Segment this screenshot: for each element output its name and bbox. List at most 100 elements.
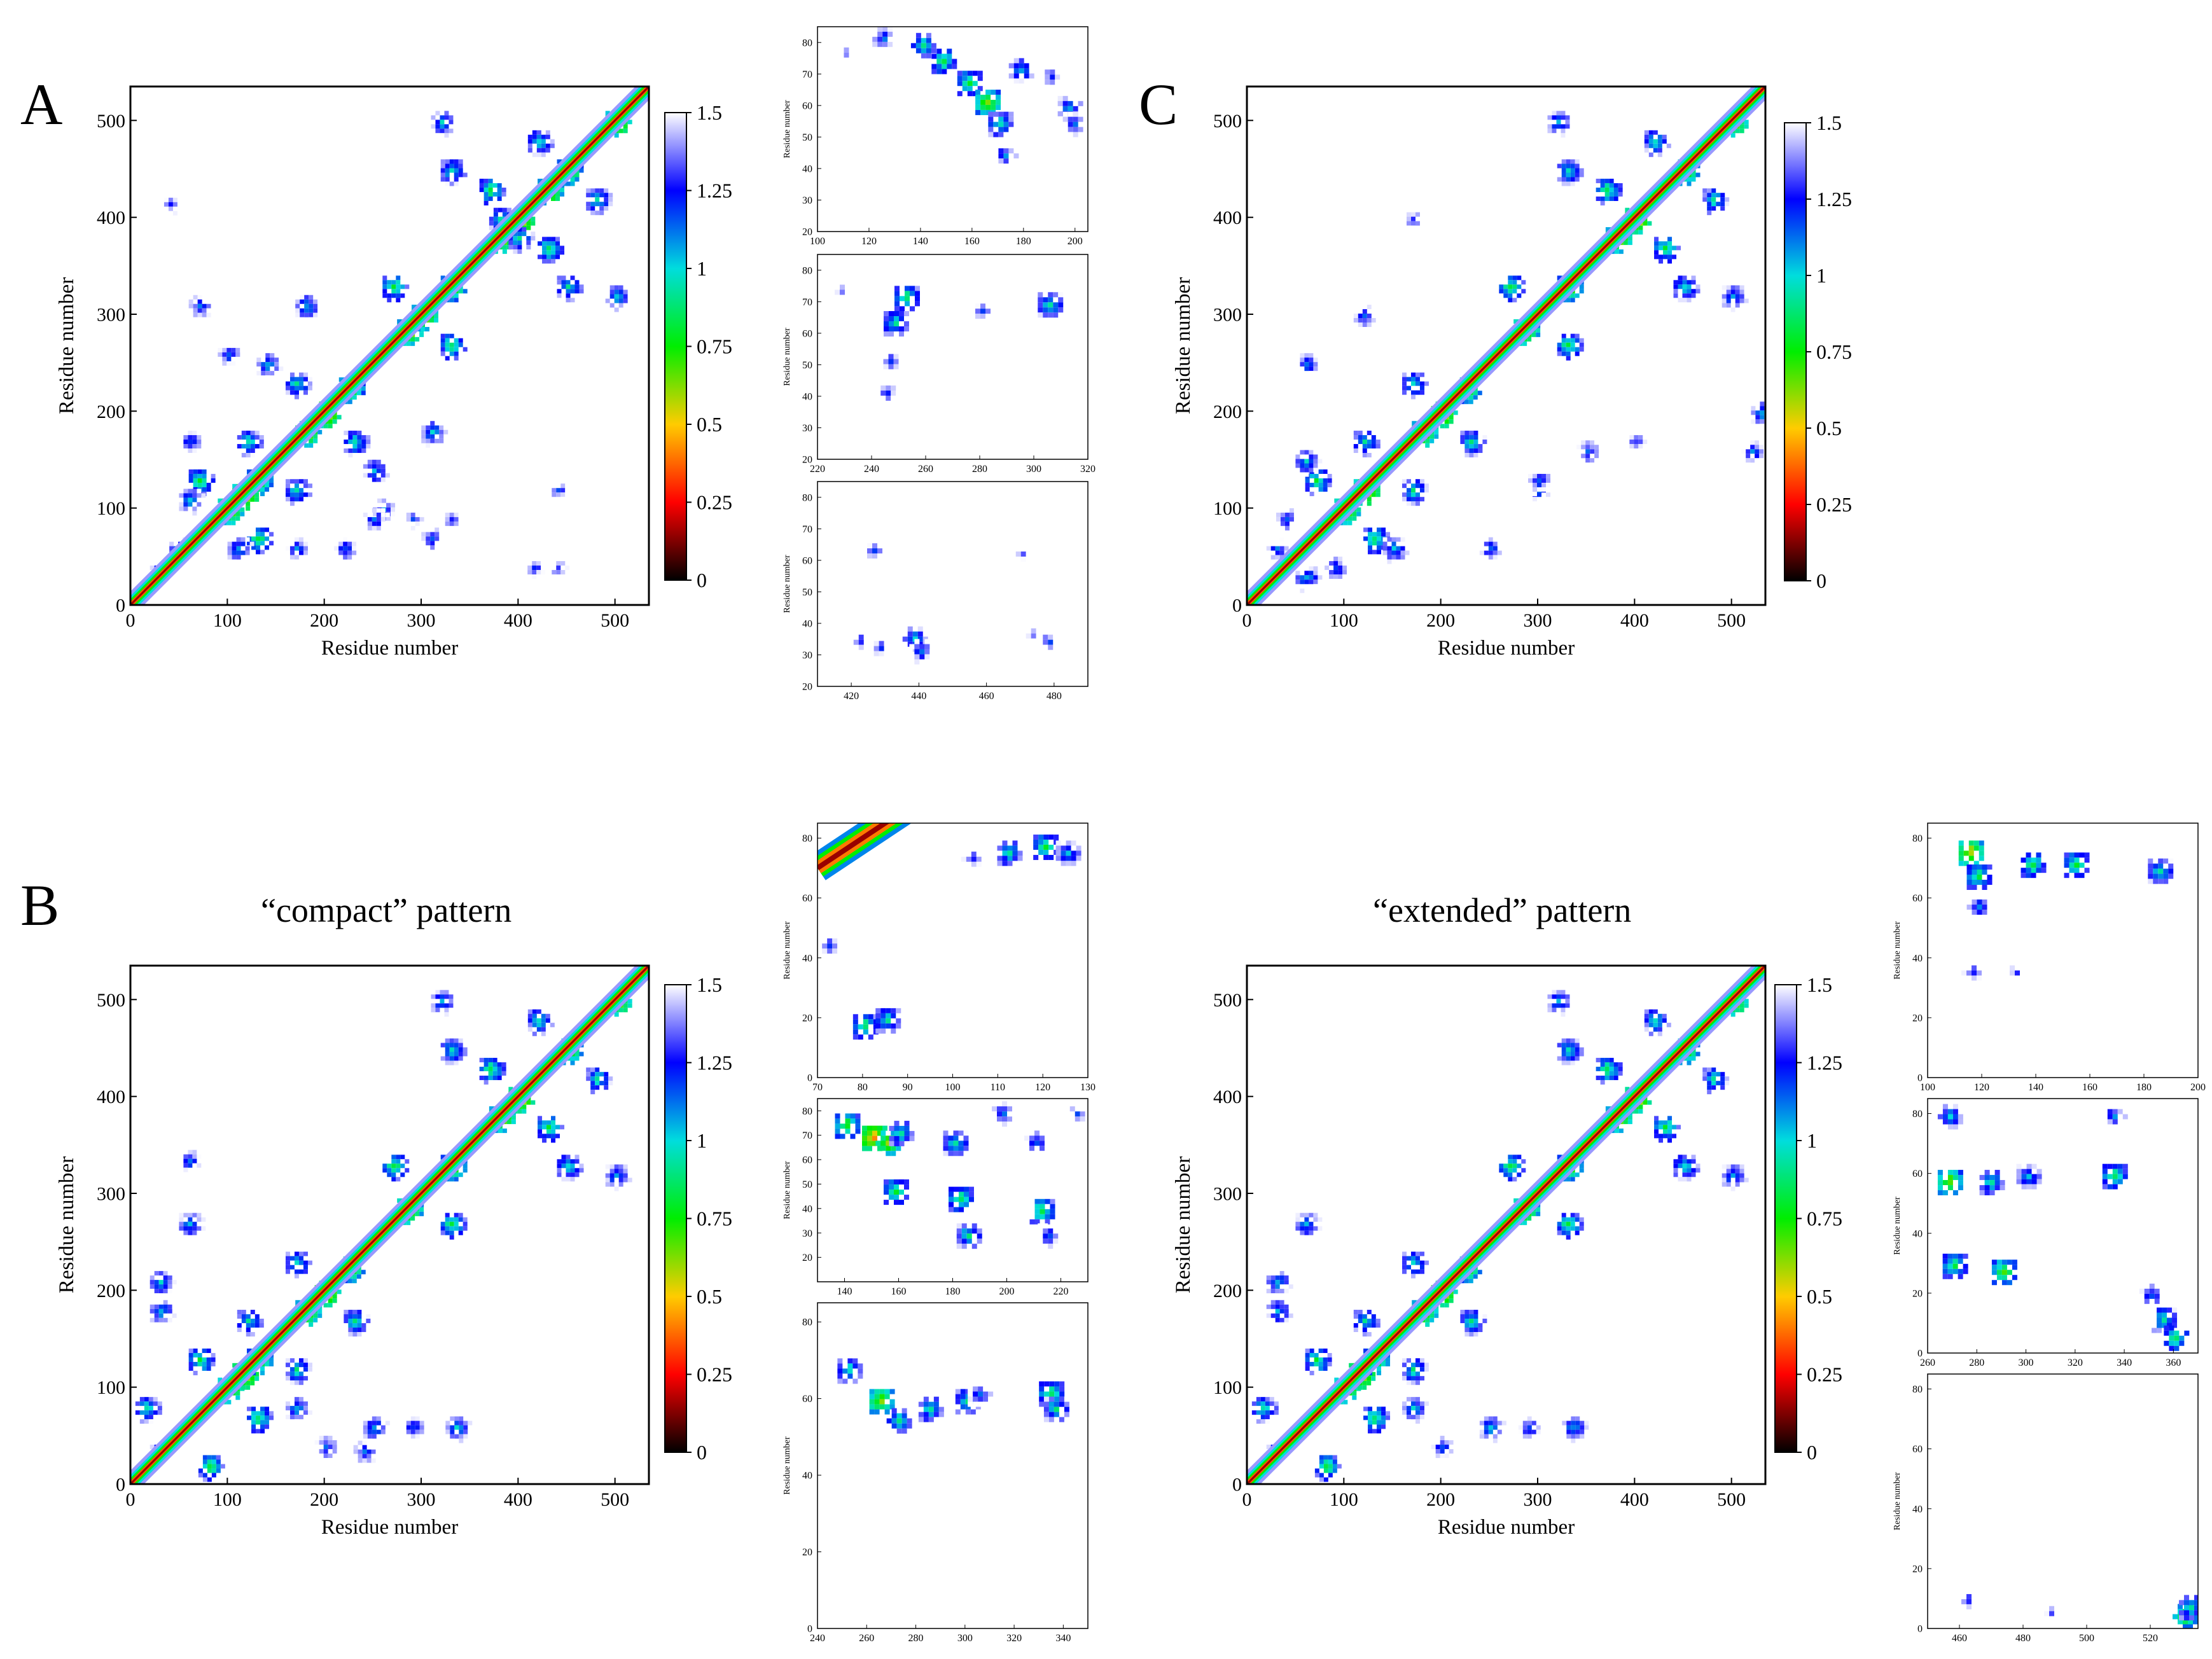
y-tick-label: 70 <box>802 524 812 535</box>
contact-blob <box>1654 237 1681 264</box>
contact-blob <box>1479 1416 1506 1443</box>
y-axis-label: Residue number <box>1893 1472 1902 1531</box>
x-tick-label: 140 <box>2028 1082 2043 1093</box>
contact-blob <box>1979 1170 2005 1196</box>
contact-blob <box>237 1310 264 1337</box>
diagonal-layer <box>130 966 649 1484</box>
plot-area <box>817 482 1088 686</box>
x-tick-label: 220 <box>1054 1286 1069 1297</box>
y-tick-label: 300 <box>1213 1183 1242 1204</box>
contact-blob <box>1956 1588 1982 1614</box>
contact-blob <box>1062 111 1088 137</box>
contact-blob <box>837 1358 863 1384</box>
contact-blob <box>179 431 206 458</box>
contact-blob <box>1562 1416 1589 1443</box>
contact-blob <box>2064 852 2090 878</box>
contact-blob <box>1382 537 1410 564</box>
chart-a-zoom2: 220 240 260 280 300 320 20 30 40 50 60 70 80 Residue … <box>783 254 1096 475</box>
y-tick-label: 80 <box>1912 1384 1923 1395</box>
x-tick-label: 340 <box>1055 1633 1071 1644</box>
contact-blob <box>401 1416 429 1443</box>
contact-blob <box>256 353 284 380</box>
panel-label-b: B <box>20 873 60 938</box>
contact-blob <box>1305 1348 1332 1375</box>
contact-blob <box>1518 1416 1545 1443</box>
y-axis-label: Residue number <box>783 328 792 386</box>
colorbar-tick-label: 1 <box>1816 264 1826 287</box>
contact-blob <box>1314 1455 1342 1482</box>
diagonal-band <box>130 87 649 605</box>
contact-blob <box>1266 1300 1293 1327</box>
contact-blob <box>1276 508 1303 535</box>
contact-blob <box>1625 431 1652 458</box>
x-tick-label: 140 <box>837 1286 852 1297</box>
contact-blob <box>1528 469 1555 496</box>
colorbar-tick-label: 0 <box>697 569 707 592</box>
y-axis-label: Residue number <box>1172 277 1195 414</box>
plot-frame <box>129 85 650 606</box>
x-tick-label: 400 <box>504 1489 532 1510</box>
x-tick-label: 120 <box>1974 1082 1989 1093</box>
contact-blob <box>878 349 904 375</box>
y-tick-label: 40 <box>802 164 812 175</box>
contact-blob <box>1576 440 1604 468</box>
contact-blob <box>1644 1009 1671 1036</box>
y-tick-label: 0 <box>1917 1349 1923 1359</box>
x-tick-label: 140 <box>913 236 928 247</box>
y-tick-label: 80 <box>802 833 812 844</box>
x-tick-label: 520 <box>2143 1633 2158 1644</box>
contact-blob <box>1937 1104 1963 1130</box>
contact-blob <box>961 846 987 872</box>
contact-blob <box>875 380 901 406</box>
diagonal-layer <box>817 823 890 870</box>
contact-blob <box>547 479 574 506</box>
colorbar-tick-label: 0.5 <box>697 413 722 436</box>
contact-blob <box>2039 1600 2064 1627</box>
y-tick-label: 20 <box>802 1013 812 1024</box>
x-tick-label: 300 <box>2019 1357 2034 1368</box>
colorbar-tick-label: 1.25 <box>697 1052 732 1074</box>
contact-blob <box>1353 304 1381 331</box>
contact-blob <box>931 48 957 74</box>
colorbar-tick-label: 1.5 <box>1807 973 1832 996</box>
colorbar-b: 0 0.25 0.5 0.75 1 1.25 1.5 <box>664 973 732 1464</box>
plot-frame <box>1927 823 2199 1078</box>
x-tick-label: 280 <box>908 1633 924 1644</box>
contact-blob <box>586 1067 613 1095</box>
x-tick-label: 280 <box>972 464 987 475</box>
x-tick-label: 320 <box>1080 464 1096 475</box>
x-tick-label: 360 <box>2166 1357 2181 1368</box>
colorbar-tick-label: 0 <box>697 1441 707 1464</box>
x-tick-label: 70 <box>812 1082 823 1093</box>
contact-blob <box>159 193 186 220</box>
x-tick-label: 300 <box>407 1489 436 1510</box>
plot-frame <box>129 964 650 1485</box>
y-tick-label: 30 <box>802 1228 812 1239</box>
y-tick-label: 60 <box>802 1394 812 1405</box>
y-tick-label: 40 <box>1912 953 1923 964</box>
contact-blob <box>943 1130 969 1156</box>
y-tick-label: 300 <box>97 1183 125 1204</box>
y-tick-label: 50 <box>802 132 812 143</box>
colorbar-tick-label: 1.25 <box>1807 1052 1842 1074</box>
contact-blob <box>1010 541 1036 567</box>
chart-d-zoom1: 100 120 140 160 180 200 0 20 40 60 80 Residue numbe… <box>1893 823 2206 1093</box>
colorbar-tick-label: 1 <box>697 1129 707 1152</box>
contact-blob <box>1295 566 1323 593</box>
contact-blob <box>833 42 859 68</box>
x-tick-label: 500 <box>1717 1489 1746 1510</box>
y-tick-label: 50 <box>802 1179 812 1190</box>
y-tick-label: 80 <box>1912 1109 1923 1120</box>
contact-blob <box>1402 1397 1429 1424</box>
plot-background <box>1928 1099 2198 1353</box>
contact-blob <box>440 1212 468 1240</box>
y-tick-label: 40 <box>1912 1504 1923 1515</box>
chart-b-zoom3: 240 260 280 300 320 340 0 20 40 60 80 Residue numbe… <box>783 1302 1089 1644</box>
y-tick-label: 80 <box>802 265 812 276</box>
contact-blob <box>997 840 1023 866</box>
y-tick-label: 70 <box>802 69 812 80</box>
x-tick-label: 500 <box>1717 610 1746 631</box>
diagonal-band <box>817 823 912 880</box>
contact-blob <box>1722 285 1749 312</box>
y-tick-label: 30 <box>802 423 812 434</box>
